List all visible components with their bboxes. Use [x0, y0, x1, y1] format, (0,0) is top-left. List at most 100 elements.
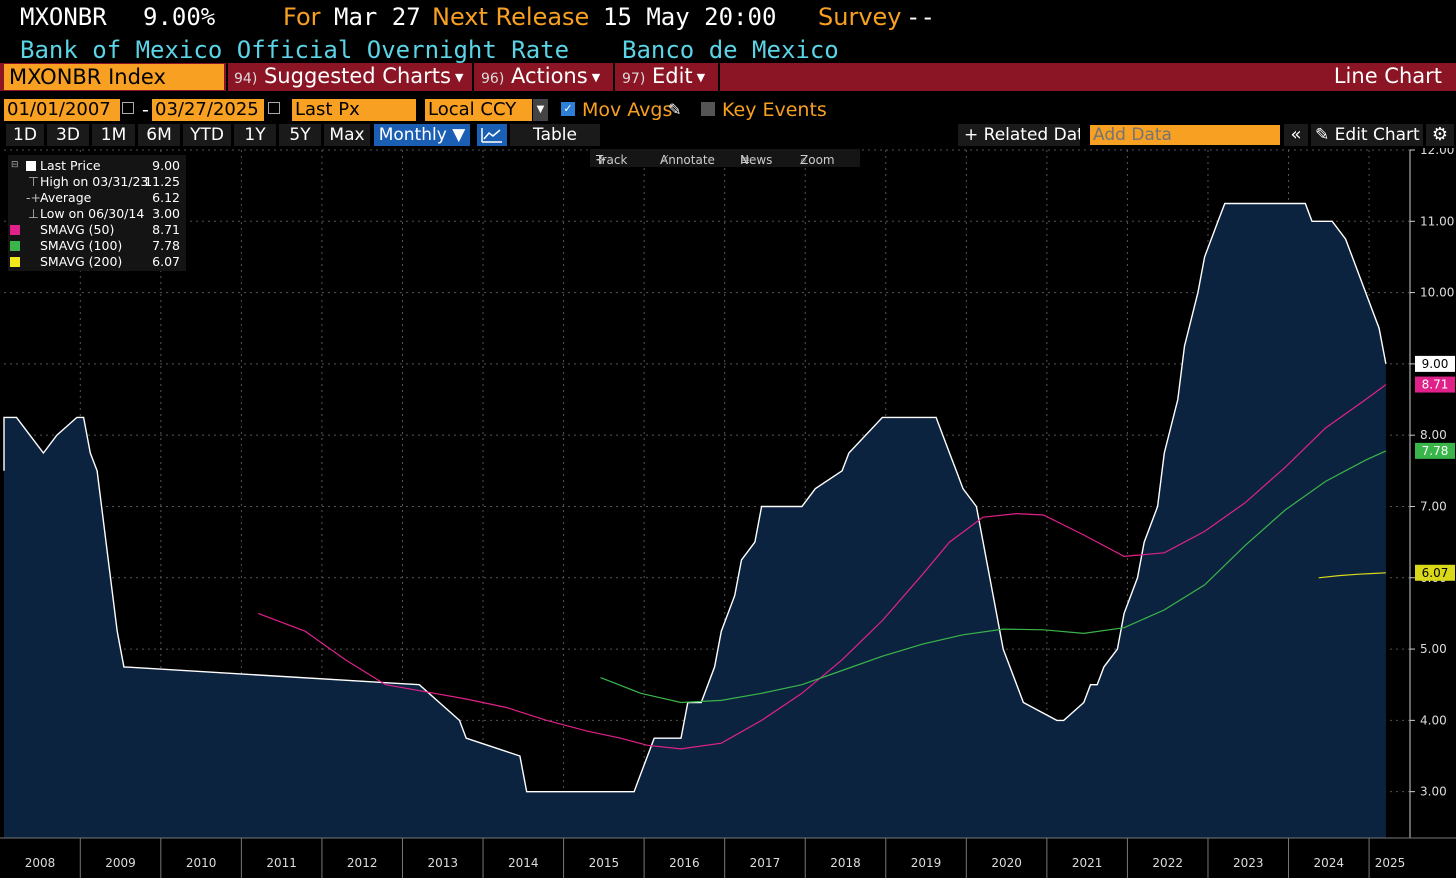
chart-controls: 01/01/2007 - 03/27/2025 Last Px Local CC…	[0, 98, 1456, 122]
menu-separator	[718, 63, 720, 91]
last-value-box	[1415, 376, 1455, 393]
edit-menu[interactable]: 97) Edit ▼	[622, 63, 705, 91]
start-date-field[interactable]: 01/01/2007	[4, 99, 120, 121]
x-tick-label: 2013	[427, 856, 458, 870]
period-5y[interactable]: 5Y	[279, 124, 321, 146]
last-value-labels: 9.00 8.71 7.78 6.07	[1415, 355, 1455, 581]
calendar-icon[interactable]	[268, 102, 280, 114]
y-tick-label: 11.00	[1420, 214, 1454, 228]
legend-swatch	[10, 225, 20, 235]
add-data-input[interactable]	[1090, 125, 1280, 145]
related-data-button[interactable]: + Related Data	[958, 124, 1080, 146]
x-tick-label: 2018	[830, 856, 861, 870]
period-ytd[interactable]: YTD	[183, 124, 231, 146]
suggested-charts-menu[interactable]: 94) Suggested Charts ▼	[234, 63, 463, 91]
legend-name: SMAVG (100)	[40, 238, 123, 253]
collapse-icon[interactable]: «	[1284, 124, 1308, 146]
x-tick-label: 2011	[266, 856, 297, 870]
suggested-charts-label: Suggested Charts	[263, 64, 451, 88]
chevron-down-icon: ▼	[454, 71, 464, 84]
x-tick-label: 2014	[508, 856, 539, 870]
x-tick-label: 2009	[105, 856, 136, 870]
dropdown-arrow-icon[interactable]: ▼	[533, 99, 548, 121]
legend-swatch	[26, 161, 36, 171]
last-value-label: 7.78	[1422, 444, 1449, 458]
sma100-line	[600, 450, 1387, 704]
field-select[interactable]: Last Px	[292, 99, 416, 121]
x-axis: 2008 2009 2010 2011 2012 2013 2014 2015 2016 2017…	[0, 837, 1456, 878]
period-max[interactable]: Max	[324, 124, 370, 146]
crosshair-icon: ✛	[596, 153, 607, 167]
zoom-label: Zoom	[800, 153, 835, 167]
period-6m[interactable]: 6M	[138, 124, 180, 146]
current-value: 9.00%	[143, 3, 216, 31]
annotate-icon: ⟋	[660, 153, 669, 167]
legend-name: High on 03/31/23	[40, 174, 149, 189]
survey-value: --	[906, 3, 935, 31]
line-chart-icon[interactable]	[477, 124, 507, 146]
x-tick-label: 2022	[1152, 856, 1183, 870]
ticker-index-field[interactable]: MXONBR Index	[4, 64, 224, 90]
legend-name: Average	[40, 190, 92, 205]
period-3d[interactable]: 3D	[47, 124, 89, 146]
x-tick-label: 2021	[1072, 856, 1103, 870]
table-button[interactable]: Table	[510, 124, 600, 146]
gear-icon[interactable]: ⚙	[1426, 124, 1454, 146]
end-date-field[interactable]: 03/27/2025	[152, 99, 264, 121]
collapse-icon[interactable]: ⊟	[11, 160, 19, 170]
y-tick-label: 3.00	[1420, 785, 1447, 799]
legend-value: 7.78	[152, 238, 180, 253]
date-separator: -	[142, 99, 149, 121]
average-marker-icon: -+-	[26, 190, 46, 205]
actions-menu[interactable]: 96) Actions ▼	[481, 63, 600, 91]
last-value-box	[1415, 355, 1455, 372]
menu-bar: MXONBR Index 94) Suggested Charts ▼ 96) A…	[0, 63, 1456, 91]
legend-value: 6.07	[152, 254, 180, 269]
for-date: Mar 27	[334, 3, 421, 31]
legend-value: 6.12	[152, 190, 180, 205]
x-tick-label: 2010	[186, 856, 217, 870]
y-tick-label: 7.00	[1420, 499, 1447, 513]
y-axis: 3.004.005.006.007.008.009.0010.0011.0012…	[1409, 148, 1454, 838]
edit-chart-button[interactable]: ✎ Edit Chart	[1311, 124, 1423, 146]
pencil-icon: ✎	[1315, 125, 1330, 145]
price-area	[4, 203, 1386, 838]
period-1d[interactable]: 1D	[6, 124, 44, 146]
pencil-icon[interactable]: ✎	[668, 100, 682, 119]
period-1y[interactable]: 1Y	[234, 124, 276, 146]
last-value-box	[1415, 564, 1455, 581]
menu-separator	[472, 63, 474, 91]
suggested-charts-num: 94)	[234, 71, 258, 87]
description-text: Bank of Mexico Official Overnight Rate	[20, 36, 570, 64]
sma200-line	[1318, 572, 1386, 579]
mov-avgs-checkbox[interactable]: ✓	[561, 102, 575, 116]
period-1m[interactable]: 1M	[92, 124, 135, 146]
line-chart: 3.004.005.006.007.008.009.0010.0011.0012…	[0, 148, 1456, 878]
edit-chart-label: Edit Chart	[1334, 125, 1420, 145]
mov-avgs-label: Mov Avgs	[582, 99, 673, 121]
y-tick-label: 4.00	[1420, 713, 1447, 727]
legend-sma200[interactable]: SMAVG (200) 6.07	[8, 254, 186, 269]
chart-tools: ✛ Track ⟋ Annotate ≡ News ⌕ Zoom	[590, 149, 860, 167]
zoom-icon: ⌕	[800, 153, 807, 167]
low-marker-icon: ⊥	[28, 206, 39, 221]
price-line	[3, 202, 1387, 793]
frequency-select[interactable]: Monthly ▼	[374, 124, 470, 146]
chevron-down-icon: ▼	[696, 71, 706, 84]
x-tick-label: 2025	[1375, 856, 1406, 870]
actions-label: Actions	[510, 64, 588, 88]
chart-area	[4, 203, 1386, 838]
legend-last-price[interactable]: ⊟ Last Price 9.00	[8, 158, 186, 173]
legend-swatch	[10, 241, 20, 251]
key-events-checkbox[interactable]	[701, 102, 715, 116]
legend-sma100[interactable]: SMAVG (100) 7.78	[8, 238, 186, 253]
x-tick-label: 2019	[911, 856, 942, 870]
source-text: Banco de Mexico	[622, 36, 839, 64]
annotate-label: Annotate	[660, 153, 715, 167]
for-label: For	[283, 3, 321, 31]
last-value-box	[1415, 442, 1455, 459]
legend-sma50[interactable]: SMAVG (50) 8.71	[8, 222, 186, 237]
currency-select[interactable]: Local CCY	[425, 99, 532, 121]
news-label: News	[740, 153, 773, 167]
calendar-icon[interactable]	[122, 102, 134, 114]
